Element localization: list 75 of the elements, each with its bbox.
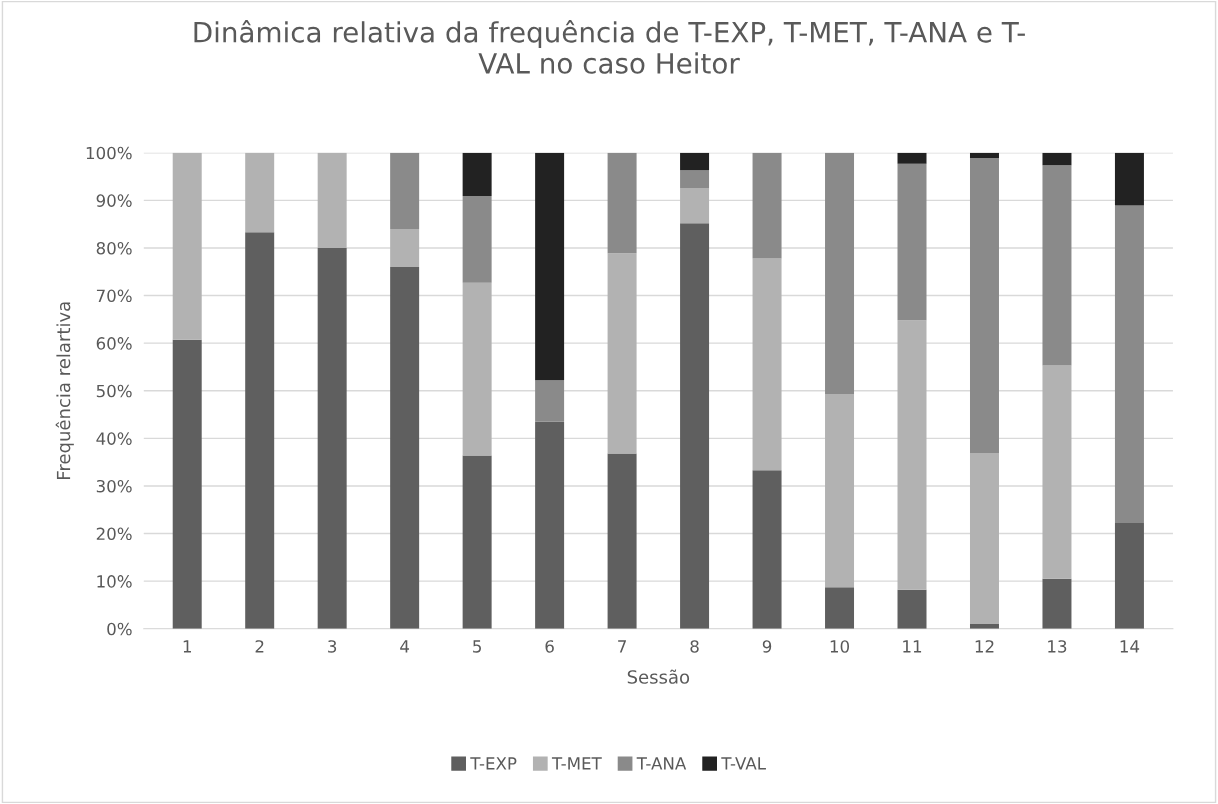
bar: [1042, 152, 1072, 166]
bar: [680, 170, 710, 188]
y-tick-label: 100%: [86, 146, 132, 160]
bar: [172, 339, 202, 629]
bar: [462, 196, 492, 283]
bar: [752, 152, 782, 259]
bar: [969, 152, 999, 158]
x-tick-label: 6: [545, 640, 554, 653]
bar: [462, 282, 492, 456]
x-axis-title: Sessão: [627, 669, 690, 684]
bar: [1114, 152, 1144, 206]
bar: [897, 320, 927, 590]
legend-label: T-MET: [551, 757, 602, 770]
x-tick-label: 1: [183, 640, 191, 653]
x-tick-label: 3: [328, 640, 337, 653]
bar: [172, 152, 202, 340]
bar: [390, 266, 420, 629]
bar: [317, 152, 347, 248]
bar: [607, 453, 637, 629]
bar: [897, 589, 927, 629]
bar: [825, 394, 855, 588]
bar: [607, 253, 637, 454]
bar: [245, 232, 275, 629]
bar: [317, 247, 347, 629]
y-tick-label: 0%: [107, 622, 132, 636]
bar: [462, 455, 492, 629]
y-tick-label: 90%: [96, 194, 132, 207]
x-tick-label: 12: [975, 640, 994, 653]
bar: [969, 453, 999, 624]
x-tick-label: 10: [830, 640, 850, 653]
x-tick-label: 13: [1048, 640, 1067, 653]
bar: [825, 587, 855, 629]
y-tick-label: 50%: [96, 384, 132, 398]
bar: [825, 152, 855, 395]
bar: [1042, 165, 1072, 366]
x-tick-label: 9: [762, 640, 772, 653]
y-tick-label: 40%: [96, 432, 132, 445]
x-tick-label: 2: [255, 640, 264, 653]
bar: [390, 152, 420, 229]
x-tick-label: 7: [618, 640, 626, 653]
bar: [1042, 365, 1072, 579]
bar: [607, 152, 637, 254]
bar: [535, 152, 565, 381]
y-tick-label: 30%: [96, 479, 132, 493]
x-tick-label: 4: [400, 640, 410, 653]
bar: [1114, 523, 1144, 629]
bar: [535, 380, 565, 422]
bar: [462, 152, 492, 197]
bar: [752, 258, 782, 471]
legend-label: T-VAL: [721, 757, 766, 770]
bar: [1114, 205, 1144, 524]
legend-label: T-EXP: [470, 757, 517, 770]
chart-title: Dinâmica relativa da frequência de T-EXP, T-MET, T-ANA e T- VAL no caso Heitor: [194, 20, 1025, 74]
bar: [390, 228, 420, 267]
bar: [897, 163, 927, 321]
y-tick-label: 20%: [96, 527, 132, 541]
y-tick-label: 60%: [96, 337, 132, 350]
x-tick-label: 14: [1120, 640, 1140, 653]
bar: [897, 152, 927, 164]
x-tick-label: 5: [473, 640, 481, 653]
bar: [535, 421, 565, 629]
y-axis-title: Frequência relartiva: [55, 302, 74, 479]
y-tick-label: 10%: [97, 575, 132, 588]
bar: [1042, 578, 1072, 629]
bar: [752, 470, 782, 629]
x-tick-label: 11: [903, 640, 922, 653]
x-tick-label: 8: [690, 640, 699, 653]
bar: [680, 187, 710, 224]
bar: [680, 223, 710, 629]
y-tick-label: 80%: [96, 241, 132, 255]
bar: [680, 152, 710, 171]
y-tick-label: 70%: [96, 289, 132, 303]
bar: [969, 158, 999, 454]
bar: [245, 152, 275, 233]
legend-label: T-ANA: [636, 757, 687, 770]
